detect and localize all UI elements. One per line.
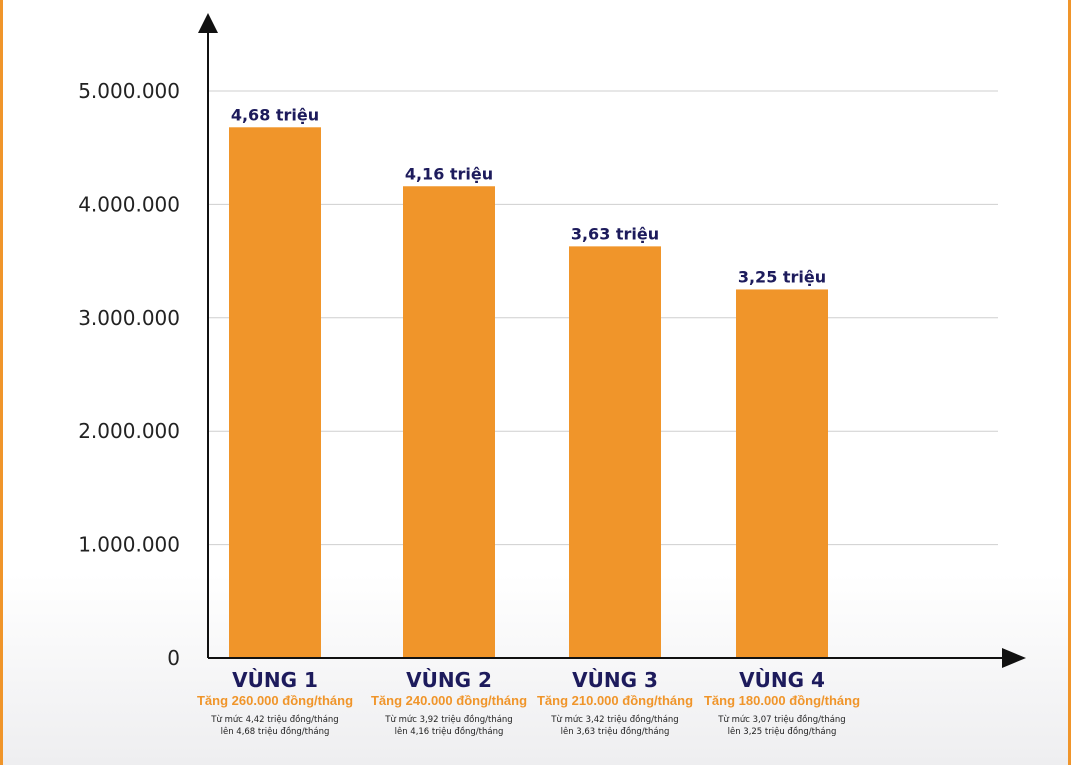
category-label-group: VÙNG 1 Tăng 260.000 đồng/tháng Từ mức 4,42… bbox=[175, 668, 375, 738]
x-axis-arrow bbox=[1002, 648, 1026, 668]
detail-line: Từ mức 4,42 triệu đồng/tháng bbox=[211, 715, 339, 725]
y-tick-label: 5.000.000 bbox=[78, 79, 180, 103]
y-tick-label: 2.000.000 bbox=[78, 419, 180, 443]
frame-border-left bbox=[0, 0, 3, 765]
category-name: VÙNG 2 bbox=[406, 668, 492, 692]
detail-line: lên 4,68 triệu đồng/tháng bbox=[220, 727, 330, 737]
bar bbox=[569, 246, 661, 658]
data-label: 4,16 triệu bbox=[405, 164, 493, 183]
increase-label: Tăng 260.000 đồng/tháng bbox=[196, 693, 354, 708]
y-tick-label: 3.000.000 bbox=[78, 306, 180, 330]
detail-line: lên 3,25 triệu đồng/tháng bbox=[727, 727, 837, 737]
y-tick-label: 0 bbox=[167, 646, 180, 670]
category-name: VÙNG 1 bbox=[232, 668, 318, 692]
bar bbox=[403, 186, 495, 659]
increase-label: Tăng 180.000 đồng/tháng bbox=[703, 693, 861, 708]
data-label: 3,25 triệu bbox=[738, 267, 826, 286]
increase-label: Tăng 240.000 đồng/tháng bbox=[370, 693, 528, 708]
y-axis-arrow bbox=[198, 13, 218, 33]
detail-line: lên 4,16 triệu đồng/tháng bbox=[394, 727, 504, 737]
bar bbox=[736, 289, 828, 658]
category-label-group: VÙNG 3 Tăng 210.000 đồng/tháng Từ mức 3,42… bbox=[515, 668, 715, 738]
category-label-group: VÙNG 2 Tăng 240.000 đồng/tháng Từ mức 3,92… bbox=[349, 668, 549, 738]
y-tick-label: 1.000.000 bbox=[78, 533, 180, 557]
data-label: 4,68 triệu bbox=[231, 105, 319, 124]
category-name: VÙNG 3 bbox=[572, 668, 658, 692]
detail-line: Từ mức 3,07 triệu đồng/tháng bbox=[718, 715, 846, 725]
frame-border-right bbox=[1068, 0, 1071, 765]
detail-line: lên 3,63 triệu đồng/tháng bbox=[560, 727, 670, 737]
bar bbox=[229, 127, 321, 658]
data-label: 3,63 triệu bbox=[571, 224, 659, 243]
increase-label: Tăng 210.000 đồng/tháng bbox=[536, 693, 694, 708]
detail-line: Từ mức 3,92 triệu đồng/tháng bbox=[385, 715, 513, 725]
detail-line: Từ mức 3,42 triệu đồng/tháng bbox=[551, 715, 679, 725]
category-label-group: VÙNG 4 Tăng 180.000 đồng/tháng Từ mức 3,07… bbox=[682, 668, 882, 738]
y-tick-label: 4.000.000 bbox=[78, 192, 180, 216]
category-name: VÙNG 4 bbox=[739, 668, 825, 692]
